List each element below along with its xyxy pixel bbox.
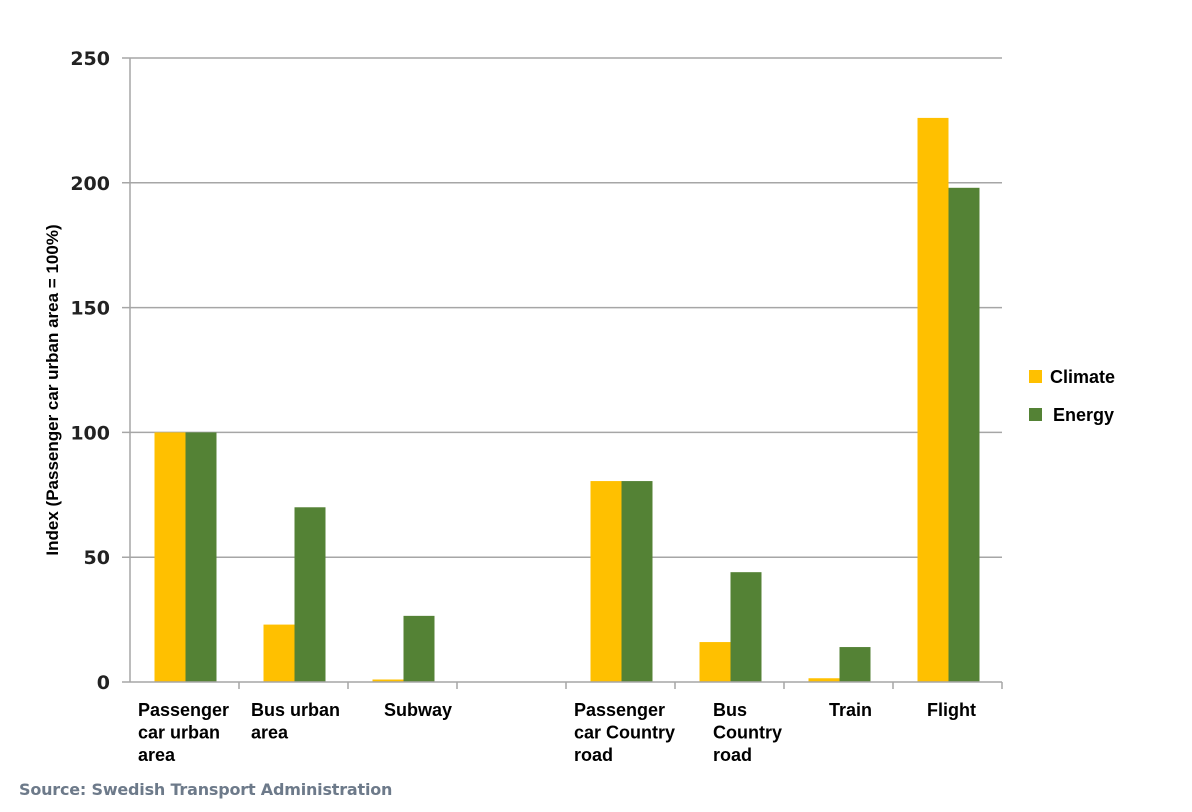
- x-category-label-line: Bus: [713, 700, 747, 720]
- bars: [154, 117, 980, 683]
- x-category-label: Subway: [384, 700, 452, 720]
- x-category-label-line: Flight: [927, 700, 976, 720]
- x-category-label-line: road: [713, 745, 752, 765]
- y-tick-label: 50: [84, 547, 110, 569]
- x-category-label: Flight: [927, 700, 976, 720]
- bar-energy: [294, 507, 326, 682]
- bar-energy: [403, 615, 435, 682]
- x-category-label-line: Subway: [384, 700, 452, 720]
- x-category-label-line: Passenger: [138, 700, 229, 720]
- bar-energy: [948, 187, 980, 683]
- y-tick-label: 250: [70, 48, 110, 70]
- x-category-label-line: Passenger: [574, 700, 665, 720]
- x-category-label: Train: [829, 700, 872, 720]
- axes: [122, 58, 1003, 689]
- y-tick-label: 200: [70, 173, 110, 195]
- legend-label: Energy: [1053, 405, 1114, 425]
- x-category-label-line: area: [251, 723, 289, 743]
- bar-energy: [621, 481, 653, 682]
- bar-climate: [154, 432, 186, 682]
- bar-climate: [372, 679, 404, 682]
- gridlines: [122, 57, 1002, 558]
- x-category-label: Passenger car urban area: [138, 700, 229, 765]
- x-category-label: Bus urban area: [251, 700, 340, 743]
- legend-label: Climate: [1050, 367, 1115, 387]
- x-category-label-line: Train: [829, 700, 872, 720]
- y-tick-label: 0: [97, 672, 110, 694]
- y-tick-label: 150: [70, 298, 110, 320]
- y-axis-label: Index (Passenger car urban area = 100%): [43, 224, 62, 555]
- x-category-label: Passenger car Country road: [574, 700, 675, 765]
- bar-climate: [590, 481, 622, 682]
- x-category-label-line: area: [138, 745, 176, 765]
- legend: Climate Energy: [1029, 367, 1115, 425]
- x-category-label-line: car urban: [138, 723, 220, 743]
- bar-energy: [185, 432, 217, 682]
- bar-energy: [730, 572, 762, 682]
- x-category-label: Bus Country road: [713, 700, 782, 765]
- bar-climate: [699, 642, 731, 682]
- legend-swatch-climate: [1029, 370, 1042, 383]
- y-tick-label: 100: [70, 422, 110, 444]
- bar-climate: [263, 624, 295, 682]
- x-category-label-line: Country: [713, 723, 782, 743]
- x-category-label-line: Bus urban: [251, 700, 340, 720]
- y-tick-labels: 0 50 100 150 200 250: [70, 48, 110, 694]
- bar-climate: [917, 117, 949, 683]
- x-category-label-line: road: [574, 745, 613, 765]
- x-category-label-line: car Country: [574, 723, 675, 743]
- source-caption: Source: Swedish Transport Administration: [19, 780, 393, 799]
- legend-swatch-energy: [1029, 408, 1042, 421]
- bar-climate: [808, 678, 840, 682]
- bar-energy: [839, 647, 871, 682]
